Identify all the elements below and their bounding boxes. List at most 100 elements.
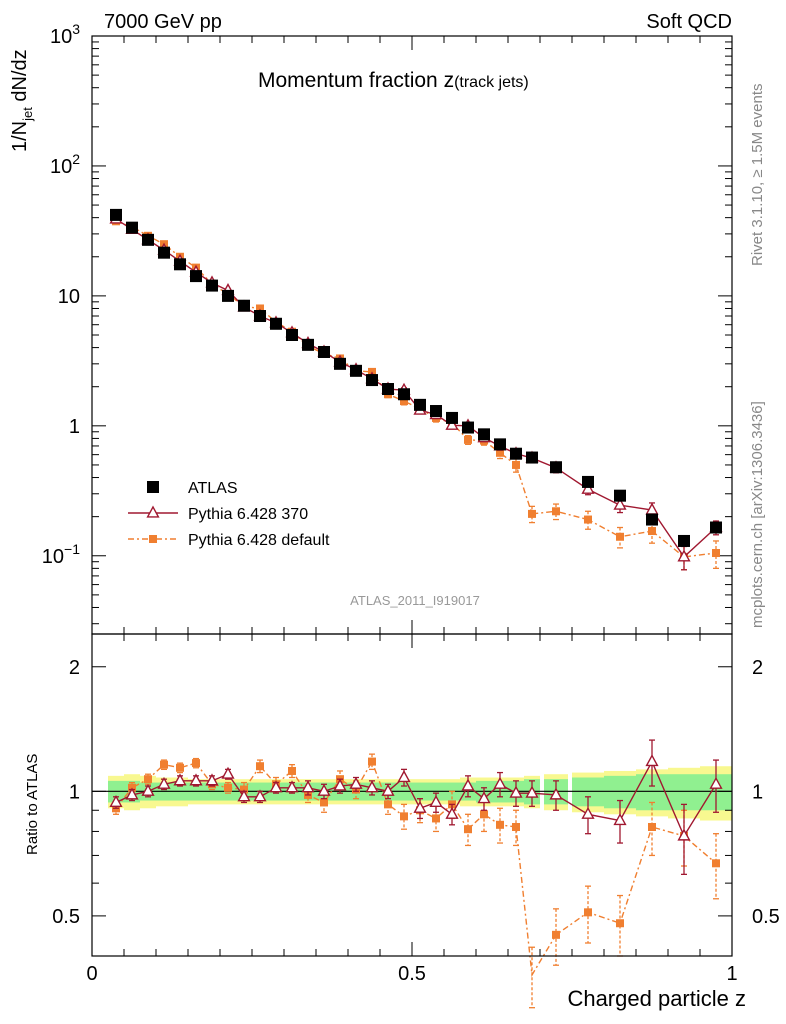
pythia370-marker <box>173 773 187 786</box>
pythia370-marker <box>253 789 267 802</box>
atlas-data-marker <box>110 208 122 221</box>
ylabel-rest: dN/dz <box>9 49 31 107</box>
atlas-data-marker <box>350 364 362 377</box>
x-tick-label: 1 <box>726 963 737 985</box>
pythia370-marker <box>333 778 347 791</box>
ratio-default-marker <box>160 760 168 769</box>
atlas-data-marker <box>550 461 562 474</box>
ratio-default-marker <box>648 822 656 831</box>
pythia370-marker <box>445 806 459 819</box>
pythia-default-marker <box>512 460 520 469</box>
pythia370-marker <box>645 754 659 767</box>
pythia370-marker <box>365 780 379 793</box>
pythia370-marker <box>709 776 723 789</box>
ratio-y-tick-label-left: 2 <box>69 657 80 679</box>
ratio-default-marker <box>480 810 488 819</box>
pythia370-marker <box>677 549 691 562</box>
atlas-data-marker <box>270 317 282 330</box>
analysis-id: ATLAS_2011_I919017 <box>350 593 480 608</box>
pythia370-marker <box>141 783 155 796</box>
atlas-data-marker <box>646 513 658 526</box>
atlas-data-marker <box>158 246 170 259</box>
atlas-data-marker <box>254 310 266 323</box>
atlas-data-marker <box>382 383 394 396</box>
ratio-default-marker <box>320 798 328 807</box>
legend-label: Pythia 6.428 default <box>188 532 330 549</box>
legend-default-marker <box>149 535 157 543</box>
pythia-default-marker <box>496 448 504 457</box>
ratio-default-marker <box>512 822 520 831</box>
atlas-data-marker <box>366 374 378 387</box>
ratio-default-marker <box>712 859 720 868</box>
ratio-default-marker <box>496 820 504 829</box>
pythia370-marker <box>381 783 395 796</box>
pythia370-marker <box>549 787 563 800</box>
pythia-default-marker <box>464 435 472 444</box>
plot-title-main: Momentum fraction z <box>258 69 454 92</box>
legend-atlas-marker <box>147 481 159 493</box>
pythia370-marker <box>205 773 219 786</box>
atlas-data-marker <box>494 438 506 451</box>
ratio-y-tick-label-right: 2 <box>752 657 763 679</box>
atlas-data-marker <box>190 270 202 283</box>
pythia370-marker <box>677 828 691 841</box>
rivet-version: Rivet 3.1.10, ≥ 1.5M events <box>749 84 766 267</box>
pythia370-marker <box>146 505 160 518</box>
plot-title: Momentum fraction z(track jets) <box>258 69 529 92</box>
pythia-default-marker <box>400 397 408 406</box>
pythia370-marker <box>125 787 139 800</box>
atlas-data-marker <box>446 411 458 424</box>
pythia370-marker <box>237 789 251 802</box>
x-tick-label: 0.5 <box>398 963 426 985</box>
ratio-default-marker <box>144 775 152 784</box>
pythia370-marker <box>285 780 299 793</box>
y-tick-label: 1 <box>69 416 80 438</box>
pythia370-marker <box>429 794 443 808</box>
legend-label: ATLAS <box>188 480 238 497</box>
ratio-y-tick-label-right: 0.5 <box>752 906 780 928</box>
atlas-data-marker <box>414 398 426 411</box>
pythia370-marker <box>509 785 523 798</box>
atlas-data-marker <box>510 447 522 460</box>
ratio-default-marker <box>192 759 200 768</box>
pythia370-marker <box>189 773 203 786</box>
atlas-data-marker <box>430 405 442 418</box>
y-tick-exponent: −1 <box>64 541 80 557</box>
pythia370-marker <box>413 800 427 813</box>
y-axis-label-main: 1/Njet dN/dz <box>9 49 35 152</box>
ratio-default-marker <box>368 757 376 766</box>
atlas-data-marker <box>318 345 330 358</box>
ratio-default-marker <box>552 930 560 939</box>
pythia-default-marker <box>616 532 624 541</box>
pythia370-marker <box>157 776 171 789</box>
ylabel-part: 1/N <box>9 121 31 152</box>
pythia-default-marker <box>528 509 536 518</box>
pythia370-marker <box>221 766 235 779</box>
ratio-y-tick-label-left: 0.5 <box>52 906 80 928</box>
pythia-default-marker <box>712 549 720 558</box>
y-tick-label: 10 <box>58 286 80 308</box>
y-axis-label-ratio: Ratio to ATLAS <box>24 754 41 855</box>
pythia370-marker <box>493 776 507 789</box>
pythia370-marker <box>445 417 459 430</box>
ratio-default-marker <box>432 814 440 823</box>
atlas-data-marker <box>126 221 138 234</box>
pythia370-marker <box>109 794 123 808</box>
pythia370-marker <box>461 778 475 791</box>
x-axis-label: Charged particle z <box>567 986 746 1011</box>
ratio-y-tick-label-left: 1 <box>69 781 80 803</box>
pythia370-marker <box>581 481 595 494</box>
pythia-default-marker <box>648 527 656 536</box>
header-energy: 7000 GeV pp <box>104 11 222 33</box>
y-tick-exponent: 2 <box>72 151 80 167</box>
atlas-data-marker <box>238 299 250 312</box>
y-tick-base: 10 <box>42 546 64 568</box>
atlas-data-marker <box>526 451 538 464</box>
ratio-default-marker <box>176 763 184 772</box>
ratio-default-marker <box>224 783 232 792</box>
pythia-default-marker <box>552 507 560 516</box>
atlas-data-marker <box>710 521 722 534</box>
pythia370-marker <box>397 770 411 783</box>
atlas-data-marker <box>302 338 314 351</box>
